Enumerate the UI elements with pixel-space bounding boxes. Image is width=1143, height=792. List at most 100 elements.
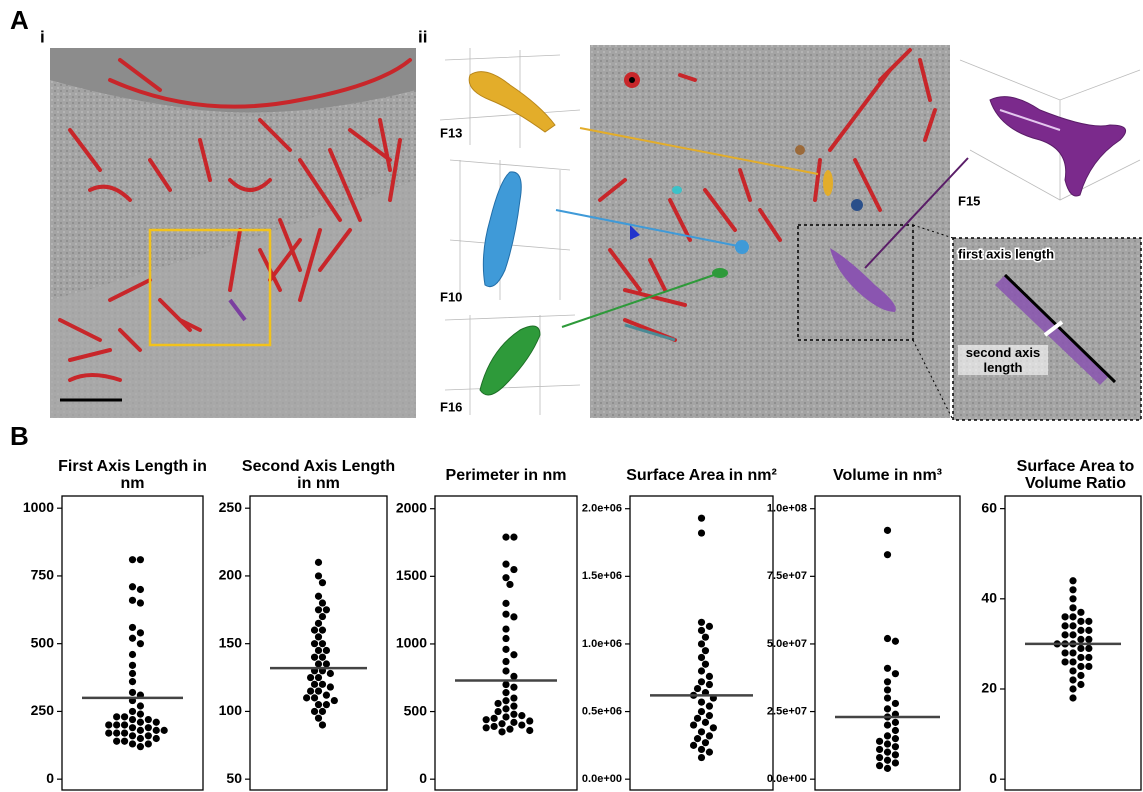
data-point <box>510 710 518 718</box>
data-point <box>1077 680 1085 689</box>
data-point <box>883 526 892 534</box>
data-point <box>318 680 327 688</box>
y-tick-label: 2000 <box>396 499 427 515</box>
data-point <box>891 699 900 708</box>
data-point <box>883 756 892 764</box>
data-point <box>314 633 323 641</box>
data-point <box>1085 644 1093 653</box>
data-point <box>314 592 323 600</box>
data-point <box>128 556 137 564</box>
data-point <box>1069 667 1077 675</box>
data-point <box>1069 658 1077 666</box>
y-tick-label: 2.5e+07 <box>767 705 807 717</box>
data-point <box>697 707 706 716</box>
render-boxes <box>437 48 1141 415</box>
data-point <box>502 574 510 582</box>
data-point <box>136 734 145 743</box>
data-point <box>128 596 137 604</box>
data-point <box>322 701 331 709</box>
data-point <box>510 613 518 621</box>
data-point <box>891 759 900 767</box>
data-point <box>498 728 506 736</box>
y-tick-label: 750 <box>31 567 55 583</box>
data-point <box>113 729 121 737</box>
data-point <box>502 625 510 633</box>
y-tick-label: 1.5e+06 <box>582 570 622 582</box>
data-point <box>152 734 160 743</box>
data-point <box>136 599 145 607</box>
data-point <box>891 735 900 743</box>
data-point <box>494 707 502 716</box>
data-point <box>144 732 152 740</box>
data-point <box>701 660 710 668</box>
data-point <box>1061 631 1069 639</box>
y-tick-label: 60 <box>981 499 997 515</box>
y-tick-label: 50 <box>226 770 242 786</box>
data-point <box>502 689 510 697</box>
y-tick-label: 500 <box>31 634 55 650</box>
data-point <box>318 707 327 716</box>
y-tick-label: 0.0e+00 <box>582 773 622 785</box>
data-point <box>128 583 137 591</box>
data-point <box>120 729 129 737</box>
data-point <box>502 634 510 643</box>
data-point <box>510 702 518 710</box>
data-point <box>1085 662 1093 671</box>
data-point <box>113 713 121 721</box>
data-point <box>518 712 526 720</box>
data-point <box>128 623 137 632</box>
data-point <box>1069 613 1077 621</box>
data-point <box>160 726 168 734</box>
data-point <box>1085 626 1093 634</box>
data-point <box>318 612 327 621</box>
data-point <box>1061 622 1069 630</box>
data-point <box>875 745 884 754</box>
data-point <box>318 626 327 634</box>
data-point <box>318 721 327 729</box>
data-point <box>701 718 710 726</box>
plot-frame <box>814 495 961 791</box>
data-point <box>1069 631 1077 639</box>
data-point <box>689 741 698 749</box>
inset <box>912 224 1142 421</box>
data-point <box>883 705 892 713</box>
data-point <box>314 714 323 722</box>
render-label: F13 <box>440 125 462 140</box>
data-point <box>697 753 706 762</box>
data-point <box>310 653 319 661</box>
data-point <box>326 683 334 691</box>
data-point <box>1077 626 1085 634</box>
data-point <box>510 683 518 691</box>
data-point <box>502 667 510 675</box>
data-point <box>105 729 113 737</box>
data-point <box>510 533 518 541</box>
data-point <box>1085 617 1093 625</box>
data-point <box>128 740 137 748</box>
data-point <box>502 705 510 713</box>
data-point <box>314 646 323 655</box>
plot-frame <box>434 495 578 791</box>
data-point <box>136 718 145 726</box>
panel-label: A <box>10 5 29 35</box>
chart-title: Second Axis Length in nm <box>241 458 396 492</box>
data-point <box>701 633 710 641</box>
data-point <box>136 743 145 751</box>
data-point <box>1061 658 1069 666</box>
data-point <box>310 694 319 702</box>
data-point <box>128 724 137 732</box>
data-point <box>697 728 706 736</box>
data-point <box>1085 635 1093 643</box>
y-tick-label: 0.5e+06 <box>582 705 622 717</box>
data-point <box>1077 635 1085 643</box>
data-point <box>891 743 900 751</box>
data-point <box>506 580 514 589</box>
data-point <box>322 606 331 614</box>
connectors <box>555 127 969 328</box>
data-point <box>322 660 331 668</box>
data-point <box>322 646 331 655</box>
data-point <box>113 737 121 745</box>
data-point <box>128 669 137 678</box>
data-point <box>1077 662 1085 671</box>
chart-title: Perimeter in nm <box>445 467 567 484</box>
inset-label: first axis length <box>958 246 1054 261</box>
